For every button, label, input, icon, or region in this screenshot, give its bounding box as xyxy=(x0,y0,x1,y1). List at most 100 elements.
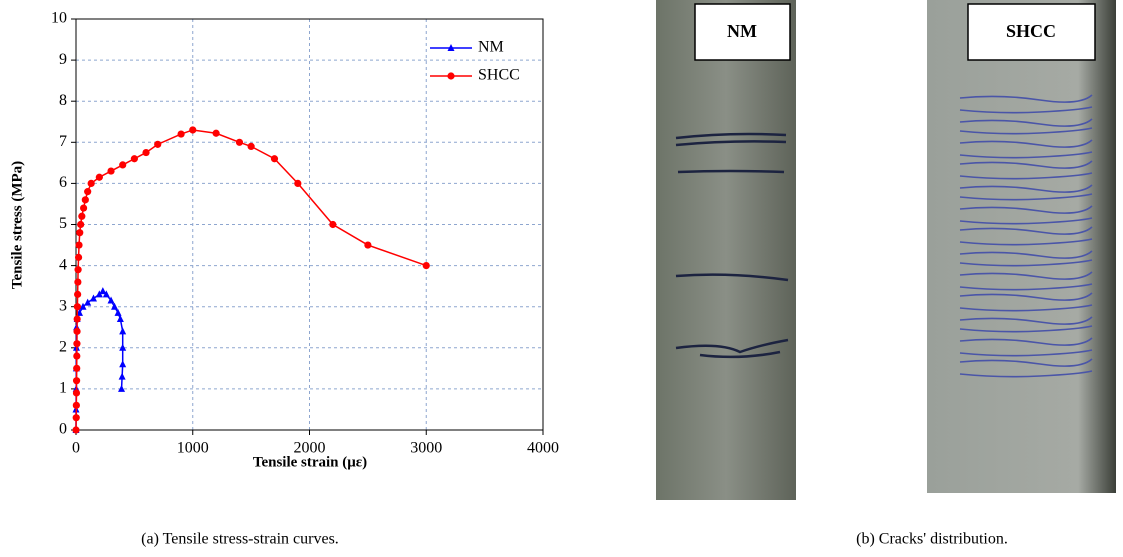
data-point xyxy=(247,142,255,151)
data-point xyxy=(118,384,126,392)
crack xyxy=(959,316,1093,325)
data-point xyxy=(79,204,88,212)
legend-marker xyxy=(447,44,455,51)
data-point xyxy=(74,266,82,274)
y-tick-label: 2 xyxy=(59,338,67,355)
crack xyxy=(959,193,1093,201)
y-tick-label: 5 xyxy=(59,215,67,232)
y-tick-label: 9 xyxy=(59,51,67,68)
data-point xyxy=(212,129,220,137)
data-point xyxy=(73,364,81,372)
data-point xyxy=(73,315,81,323)
crack xyxy=(959,325,1093,333)
data-point xyxy=(329,220,337,229)
x-axis-label: Tensile strain (με) xyxy=(253,454,367,470)
caption: (b) Cracks' distribution. xyxy=(856,531,1008,548)
data-point xyxy=(119,343,127,351)
series-line xyxy=(75,290,124,430)
data-point xyxy=(76,229,84,237)
crack xyxy=(959,283,1093,291)
y-tick-label: 8 xyxy=(59,92,67,109)
data-point xyxy=(294,179,302,187)
data-point xyxy=(81,196,89,204)
crack xyxy=(959,292,1093,301)
crack xyxy=(959,250,1093,259)
photo-label: SHCC xyxy=(1006,21,1056,41)
x-tick-label: 1000 xyxy=(177,440,209,457)
crack xyxy=(959,160,1093,169)
data-point xyxy=(74,278,82,286)
legend-label: NM xyxy=(478,39,504,56)
data-point xyxy=(142,148,150,157)
data-point xyxy=(99,287,107,295)
data-point xyxy=(72,389,81,397)
data-point xyxy=(154,140,162,148)
data-point xyxy=(73,303,82,311)
data-point xyxy=(270,155,279,163)
data-point xyxy=(235,138,244,146)
series-line xyxy=(75,129,427,431)
crack xyxy=(959,205,1093,214)
crack xyxy=(959,337,1093,346)
caption: (a) Tensile stress-strain curves. xyxy=(141,531,339,548)
data-point xyxy=(84,188,92,196)
data-point xyxy=(79,302,87,310)
crack xyxy=(959,184,1093,193)
data-point xyxy=(72,377,81,385)
data-point xyxy=(75,241,83,249)
y-tick-label: 6 xyxy=(59,174,67,191)
legend-marker xyxy=(447,72,455,80)
y-tick-label: 7 xyxy=(59,133,67,150)
crack xyxy=(959,271,1093,280)
y-tick-label: 0 xyxy=(59,421,67,438)
data-point xyxy=(114,308,122,316)
photo-nm: NM xyxy=(656,0,796,500)
data-point xyxy=(119,360,127,368)
data-point xyxy=(119,327,127,335)
crack xyxy=(959,226,1093,235)
data-point xyxy=(73,327,81,335)
crack xyxy=(959,259,1093,267)
crack xyxy=(959,118,1093,127)
data-point xyxy=(95,173,103,181)
data-point xyxy=(78,212,86,220)
crack xyxy=(959,139,1093,148)
data-point xyxy=(84,298,92,306)
data-point xyxy=(72,426,80,434)
data-point xyxy=(107,296,115,304)
data-point xyxy=(72,414,80,422)
crack xyxy=(959,106,1093,114)
y-tick-label: 10 xyxy=(51,10,67,27)
y-tick-label: 1 xyxy=(59,380,67,397)
photo-shcc: SHCC xyxy=(927,0,1116,493)
legend-label: SHCC xyxy=(478,67,520,84)
data-point xyxy=(116,315,124,323)
photo-label: NM xyxy=(727,21,757,41)
y-axis-label: Tensile stress (MPa) xyxy=(9,161,25,289)
data-point xyxy=(189,126,197,134)
crack xyxy=(959,304,1093,312)
crack xyxy=(959,370,1093,378)
data-point xyxy=(111,302,119,310)
data-point xyxy=(87,179,95,187)
data-point xyxy=(102,290,110,298)
crack xyxy=(959,358,1093,367)
data-point xyxy=(77,220,85,229)
crack xyxy=(959,172,1093,180)
y-tick-label: 4 xyxy=(59,256,67,273)
data-point xyxy=(364,241,372,249)
data-point xyxy=(74,253,83,261)
crack xyxy=(959,127,1093,135)
data-point xyxy=(95,290,103,298)
data-point xyxy=(118,372,126,380)
data-point xyxy=(73,352,81,360)
data-point xyxy=(422,262,430,270)
crack xyxy=(959,238,1093,246)
data-point xyxy=(130,155,138,163)
crack xyxy=(959,217,1093,225)
crack xyxy=(959,151,1093,159)
data-point xyxy=(90,294,98,302)
data-point xyxy=(74,290,82,298)
data-point xyxy=(119,161,127,169)
